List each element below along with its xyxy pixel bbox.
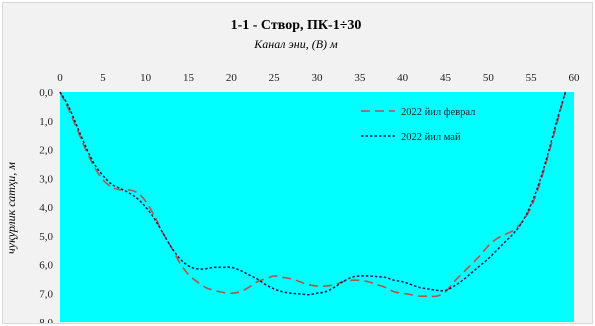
- series-line-1: [59, 91, 567, 298]
- legend: 2022 йил феврал 2022 йил май: [361, 107, 475, 143]
- x-tick-label: 0: [57, 72, 63, 84]
- x-tick-label: 45: [440, 72, 452, 84]
- y-tick-label: 8,0: [39, 317, 53, 323]
- x-tick-labels: 0 5 10 15 20 25 30 35 40 45 50 55 60: [57, 72, 580, 84]
- y-tick-label: 2,0: [39, 145, 53, 157]
- y-tick-label: 1,0: [39, 116, 53, 128]
- y-tick-labels: 0,0 1,0 2,0 3,0 4,0 5,0 6,0 7,0 8,0: [39, 87, 53, 323]
- legend-label: 2022 йил феврал: [401, 107, 475, 118]
- x-tick-label: 35: [354, 72, 366, 84]
- x-tick-label: 40: [397, 72, 409, 84]
- x-tick-label: 55: [526, 72, 538, 84]
- y-tick-label: 5,0: [39, 231, 53, 243]
- x-axis-label: Канал эни, (В) м: [253, 37, 338, 51]
- chart-title: 1-1 - Створ, ПК-1÷30: [231, 18, 362, 33]
- y-tick-label: 4,0: [39, 202, 53, 214]
- x-tick-label: 5: [100, 72, 106, 84]
- x-tick-label: 50: [483, 72, 495, 84]
- x-tick-label: 60: [569, 72, 581, 84]
- y-tick-label: 3,0: [39, 173, 53, 185]
- x-tick-label: 20: [226, 72, 238, 84]
- y-axis-label: чуқурлик сатҳи, м: [4, 162, 18, 254]
- x-tick-label: 30: [312, 72, 324, 84]
- x-tick-label: 15: [183, 72, 195, 84]
- x-tick-label: 25: [269, 72, 281, 84]
- y-tick-label: 7,0: [39, 288, 53, 300]
- line-chart: 1-1 - Створ, ПК-1÷30 Канал эни, (В) м чу…: [4, 18, 580, 323]
- x-tick-label: 10: [140, 72, 152, 84]
- plot-area: [60, 92, 574, 322]
- series-layer: [59, 91, 567, 298]
- legend-label: 2022 йил май: [401, 132, 461, 143]
- series-line-2: [59, 91, 567, 296]
- y-tick-label: 6,0: [39, 260, 53, 272]
- y-tick-label: 0,0: [39, 87, 53, 99]
